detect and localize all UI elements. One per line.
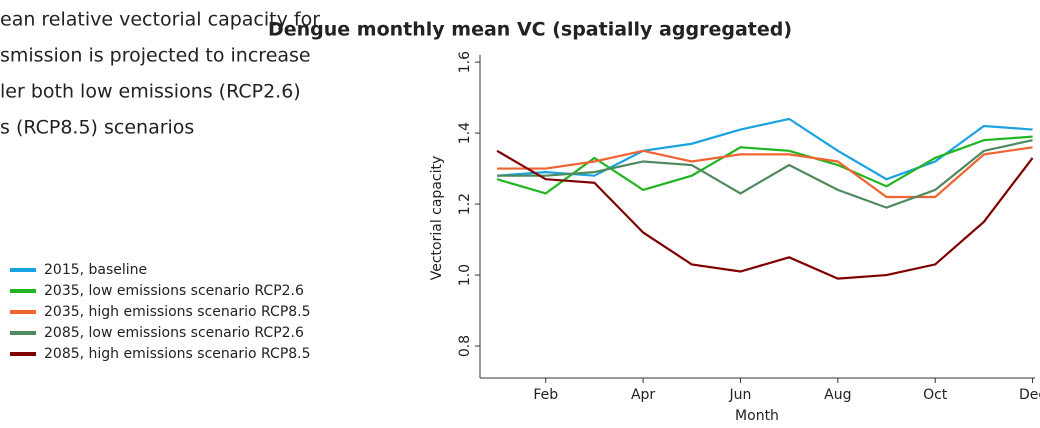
legend-label: 2035, high emissions scenario RCP8.5: [44, 304, 311, 320]
intro-text: smission is projected to increase: [0, 45, 311, 67]
y-tick-label: 0.8: [457, 335, 473, 357]
y-tick-label: 1.6: [457, 51, 473, 73]
x-tick-label: Dec: [1019, 387, 1040, 403]
x-axis-label: Month: [735, 408, 779, 424]
series-line: [497, 139, 1033, 209]
series-line: [496, 135, 1033, 195]
y-axis-label: Vectorial capacity: [429, 156, 445, 281]
legend-label: 2085, high emissions scenario RCP8.5: [44, 346, 311, 362]
y-tick-label: 1.0: [457, 264, 473, 286]
x-tick-label: Feb: [533, 387, 558, 403]
legend-label: 2015, baseline: [44, 262, 147, 278]
y-tick-label: 1.2: [457, 193, 473, 215]
x-tick-label: Jun: [729, 387, 752, 403]
series-line: [497, 146, 1033, 199]
legend-label: 2085, low emissions scenario RCP2.6: [44, 325, 304, 341]
intro-text: s (RCP8.5) scenarios: [0, 117, 194, 139]
chart-title: Dengue monthly mean VC (spatially aggreg…: [268, 19, 792, 41]
legend-label: 2035, low emissions scenario RCP2.6: [44, 283, 304, 299]
intro-text: ean relative vectorial capacity for: [0, 9, 320, 31]
x-tick-label: Aug: [824, 387, 851, 403]
intro-text: ler both low emissions (RCP2.6): [0, 81, 301, 103]
y-tick-label: 1.4: [457, 122, 473, 144]
x-tick-label: Oct: [923, 387, 948, 403]
x-tick-label: Apr: [631, 387, 655, 403]
series-line: [496, 149, 1034, 280]
